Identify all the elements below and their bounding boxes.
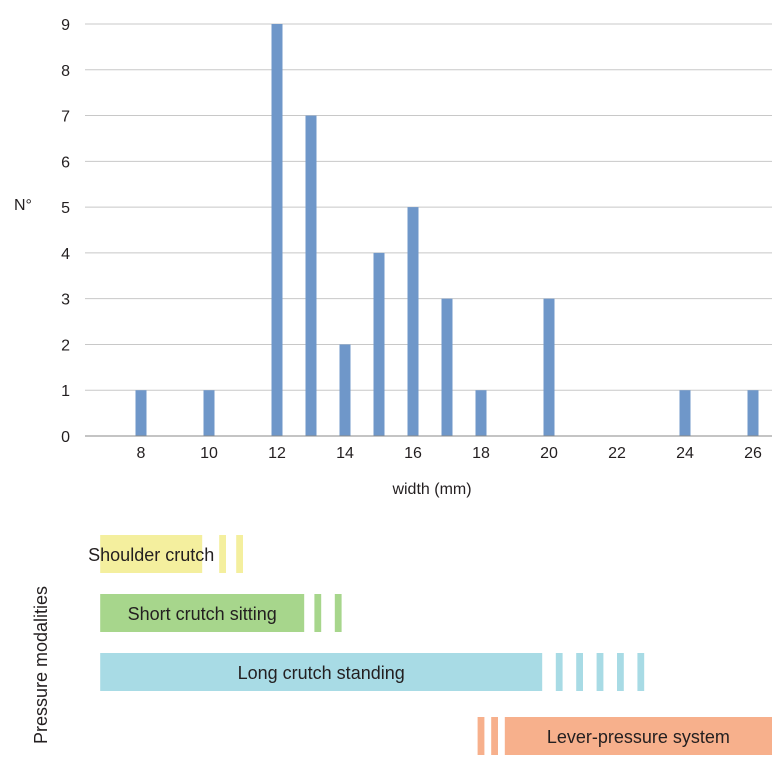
bar [747, 390, 759, 436]
modality-dash [576, 653, 583, 691]
x-tick-label: 8 [137, 445, 146, 462]
x-tick-label: 24 [676, 445, 694, 462]
y-axis-label: N° [14, 197, 32, 214]
modality-label: Lever-pressure system [547, 727, 730, 747]
modality-dash [219, 535, 226, 573]
modality-dash [596, 653, 604, 691]
bar [373, 252, 385, 436]
bar [339, 344, 351, 436]
x-tick-label: 16 [404, 445, 422, 462]
modality-dash [491, 717, 498, 755]
modality-bar [100, 535, 203, 573]
y-tick-labels: 0 1 2 3 4 5 6 7 8 9 [61, 17, 70, 446]
x-axis-label: width (mm) [391, 481, 471, 498]
modality-dash [637, 653, 645, 691]
bar [407, 207, 419, 436]
x-tick-label: 26 [744, 445, 762, 462]
y-tick-label: 3 [61, 292, 70, 309]
y-tick-label: 4 [61, 246, 70, 263]
modality-dash [334, 594, 342, 632]
modality-label: Long crutch standing [238, 663, 405, 683]
x-tick-label: 10 [200, 445, 218, 462]
bar [305, 115, 317, 437]
bar [203, 390, 215, 436]
y-tick-label: 7 [61, 109, 70, 126]
bars [135, 24, 759, 437]
y-tick-label: 5 [61, 200, 70, 217]
modality-dash [555, 653, 563, 691]
x-tick-label: 12 [268, 445, 286, 462]
bar [271, 24, 283, 436]
modality-label: Shoulder crutch [88, 545, 214, 565]
y-tick-label: 0 [61, 429, 70, 446]
modality-label: Short crutch sitting [128, 604, 277, 624]
x-tick-label: 20 [540, 445, 558, 462]
bar [441, 298, 453, 436]
x-tick-labels: 8 10 12 14 16 18 20 22 24 26 [137, 445, 762, 462]
gridlines [85, 23, 772, 391]
x-tick-label: 14 [336, 445, 354, 462]
x-tick-label: 18 [472, 445, 490, 462]
y-tick-label: 8 [61, 63, 70, 80]
bar [135, 390, 147, 436]
y-tick-label: 6 [61, 154, 70, 171]
modality-dash [236, 535, 243, 573]
modality-dash [477, 717, 485, 755]
modalities-axis-label: Pressure modalities [31, 586, 51, 744]
modality-bar [100, 594, 305, 632]
bar [679, 390, 691, 436]
modality-bar [100, 653, 543, 691]
y-tick-label: 9 [61, 17, 70, 34]
bar [543, 298, 555, 436]
bar [475, 390, 487, 436]
y-tick-label: 1 [61, 383, 70, 400]
modality-bar [504, 717, 772, 755]
x-tick-label: 22 [608, 445, 626, 462]
modality-dash [314, 594, 322, 632]
modality-dash [617, 653, 624, 691]
y-tick-label: 2 [61, 337, 70, 354]
modality-bars: Shoulder crutch Short crutch sitting Long … [88, 535, 772, 755]
